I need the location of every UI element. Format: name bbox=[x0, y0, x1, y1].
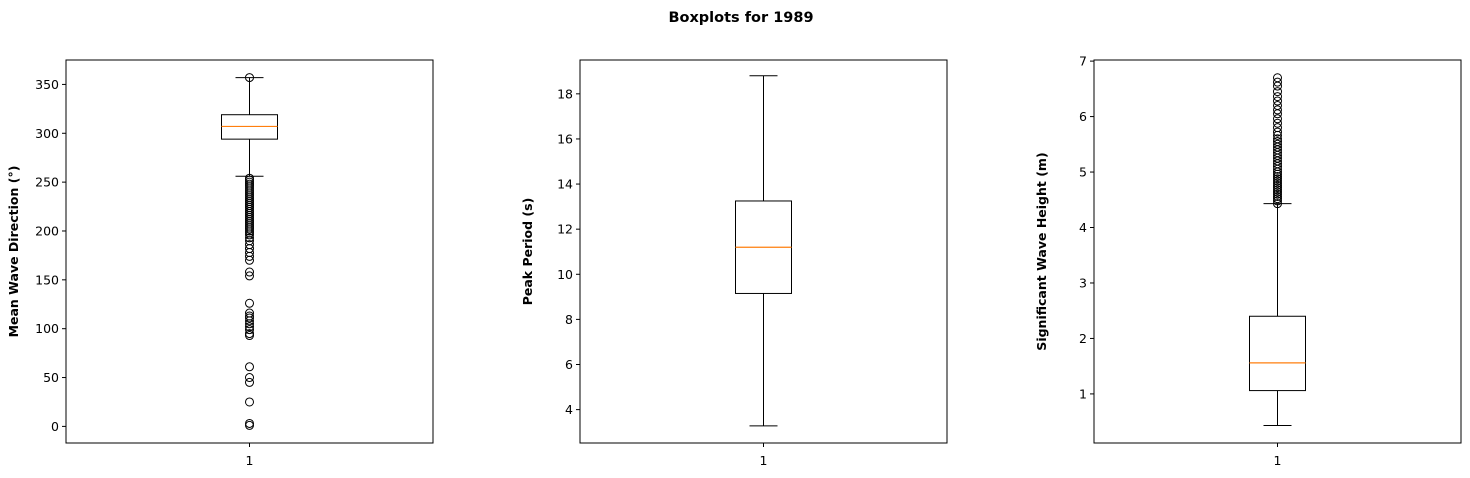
y-tick-label: 4 bbox=[1079, 220, 1087, 235]
flier-point bbox=[1273, 73, 1282, 83]
y-tick-label: 100 bbox=[35, 321, 59, 336]
y-tick-label: 150 bbox=[35, 272, 59, 287]
y-tick-label: 18 bbox=[557, 86, 573, 101]
flier-point bbox=[1273, 189, 1282, 199]
flier-point bbox=[1273, 194, 1282, 204]
y-tick-label: 6 bbox=[1079, 109, 1087, 124]
flier-point bbox=[1273, 196, 1282, 206]
flier-point bbox=[245, 255, 254, 265]
flier-point bbox=[1273, 191, 1282, 201]
flier-point bbox=[1273, 87, 1282, 97]
y-axis-label: Significant Wave Height (m) bbox=[1034, 152, 1049, 350]
y-tick-label: 4 bbox=[565, 402, 573, 417]
flier-point bbox=[245, 418, 254, 428]
flier-point bbox=[245, 271, 254, 281]
y-tick-label: 3 bbox=[1079, 275, 1087, 290]
panel-mean-wave-direction: 0 50 100 150 200 250 300 350 1 Mean Wave Directio… bbox=[6, 59, 434, 468]
x-tick-label: 1 bbox=[760, 453, 768, 468]
flier-point bbox=[1273, 118, 1282, 128]
flier-point bbox=[1273, 134, 1282, 144]
y-axis-label: Mean Wave Direction (°) bbox=[6, 166, 21, 338]
flier-point bbox=[1273, 185, 1282, 195]
y-tick-label: 14 bbox=[557, 177, 573, 192]
iqr-box bbox=[1249, 315, 1306, 392]
flier-point bbox=[245, 313, 254, 323]
flier-point bbox=[1273, 123, 1282, 133]
y-tick-label: 250 bbox=[35, 175, 59, 190]
flier-point bbox=[1273, 176, 1282, 186]
flier-point bbox=[1273, 114, 1282, 124]
y-tick-label: 1 bbox=[1079, 386, 1087, 401]
flier-point bbox=[245, 331, 254, 341]
flier-point bbox=[245, 251, 254, 261]
flier-point bbox=[1273, 105, 1282, 115]
y-tick-label: 8 bbox=[565, 312, 573, 327]
flier-point bbox=[245, 73, 254, 83]
y-tick-label: 0 bbox=[51, 419, 59, 434]
panel-significant-wave-height: 1 2 3 4 5 6 7 1 Significant Wave Height (m) bbox=[1034, 54, 1462, 468]
y-tick-label: 300 bbox=[35, 126, 59, 141]
y-tick-label: 5 bbox=[1079, 165, 1087, 180]
flier-point bbox=[1273, 199, 1282, 209]
flier-point bbox=[245, 298, 254, 308]
flier-point bbox=[245, 362, 254, 372]
flier-point bbox=[1273, 100, 1282, 110]
flier-point bbox=[1273, 96, 1282, 106]
y-tick-label: 350 bbox=[35, 77, 59, 92]
flier-point bbox=[245, 322, 254, 332]
figure-title: Boxplots for 1989 bbox=[668, 10, 813, 26]
flier-point bbox=[1273, 174, 1282, 184]
flier-point bbox=[245, 319, 254, 329]
flier-point bbox=[245, 420, 254, 430]
flier-point bbox=[1273, 180, 1282, 190]
panel-peak-period: 4 6 8 10 12 14 16 18 1 Peak Period (s) bbox=[520, 59, 948, 468]
flier-point bbox=[1273, 139, 1282, 149]
flier-point bbox=[245, 397, 254, 407]
flier-point bbox=[245, 230, 254, 240]
flier-point bbox=[245, 267, 254, 277]
flier-point bbox=[245, 377, 254, 387]
y-tick-label: 10 bbox=[557, 267, 573, 282]
flier-point bbox=[1273, 183, 1282, 193]
x-tick-label: 1 bbox=[1274, 453, 1282, 468]
flier-point bbox=[1273, 178, 1282, 188]
y-tick-label: 16 bbox=[557, 131, 573, 146]
flier-point bbox=[245, 325, 254, 335]
axes-frame bbox=[65, 59, 434, 444]
flier-point bbox=[245, 316, 254, 326]
y-tick-label: 2 bbox=[1079, 331, 1087, 346]
y-tick-label: 7 bbox=[1079, 54, 1087, 69]
flier-point bbox=[245, 373, 254, 383]
y-tick-label: 50 bbox=[43, 370, 59, 385]
y-tick-label: 6 bbox=[565, 357, 573, 372]
flier-point bbox=[1273, 77, 1282, 87]
flier-point bbox=[1273, 187, 1282, 197]
x-tick-label: 1 bbox=[246, 453, 254, 468]
flier-point bbox=[1273, 92, 1282, 102]
flier-point bbox=[245, 233, 254, 243]
y-axis-label: Peak Period (s) bbox=[520, 198, 535, 306]
flier-point bbox=[1273, 171, 1282, 181]
flier-point bbox=[1273, 137, 1282, 147]
y-tick-label: 200 bbox=[35, 223, 59, 238]
flier-point bbox=[1273, 127, 1282, 137]
y-tick-label: 12 bbox=[557, 222, 573, 237]
